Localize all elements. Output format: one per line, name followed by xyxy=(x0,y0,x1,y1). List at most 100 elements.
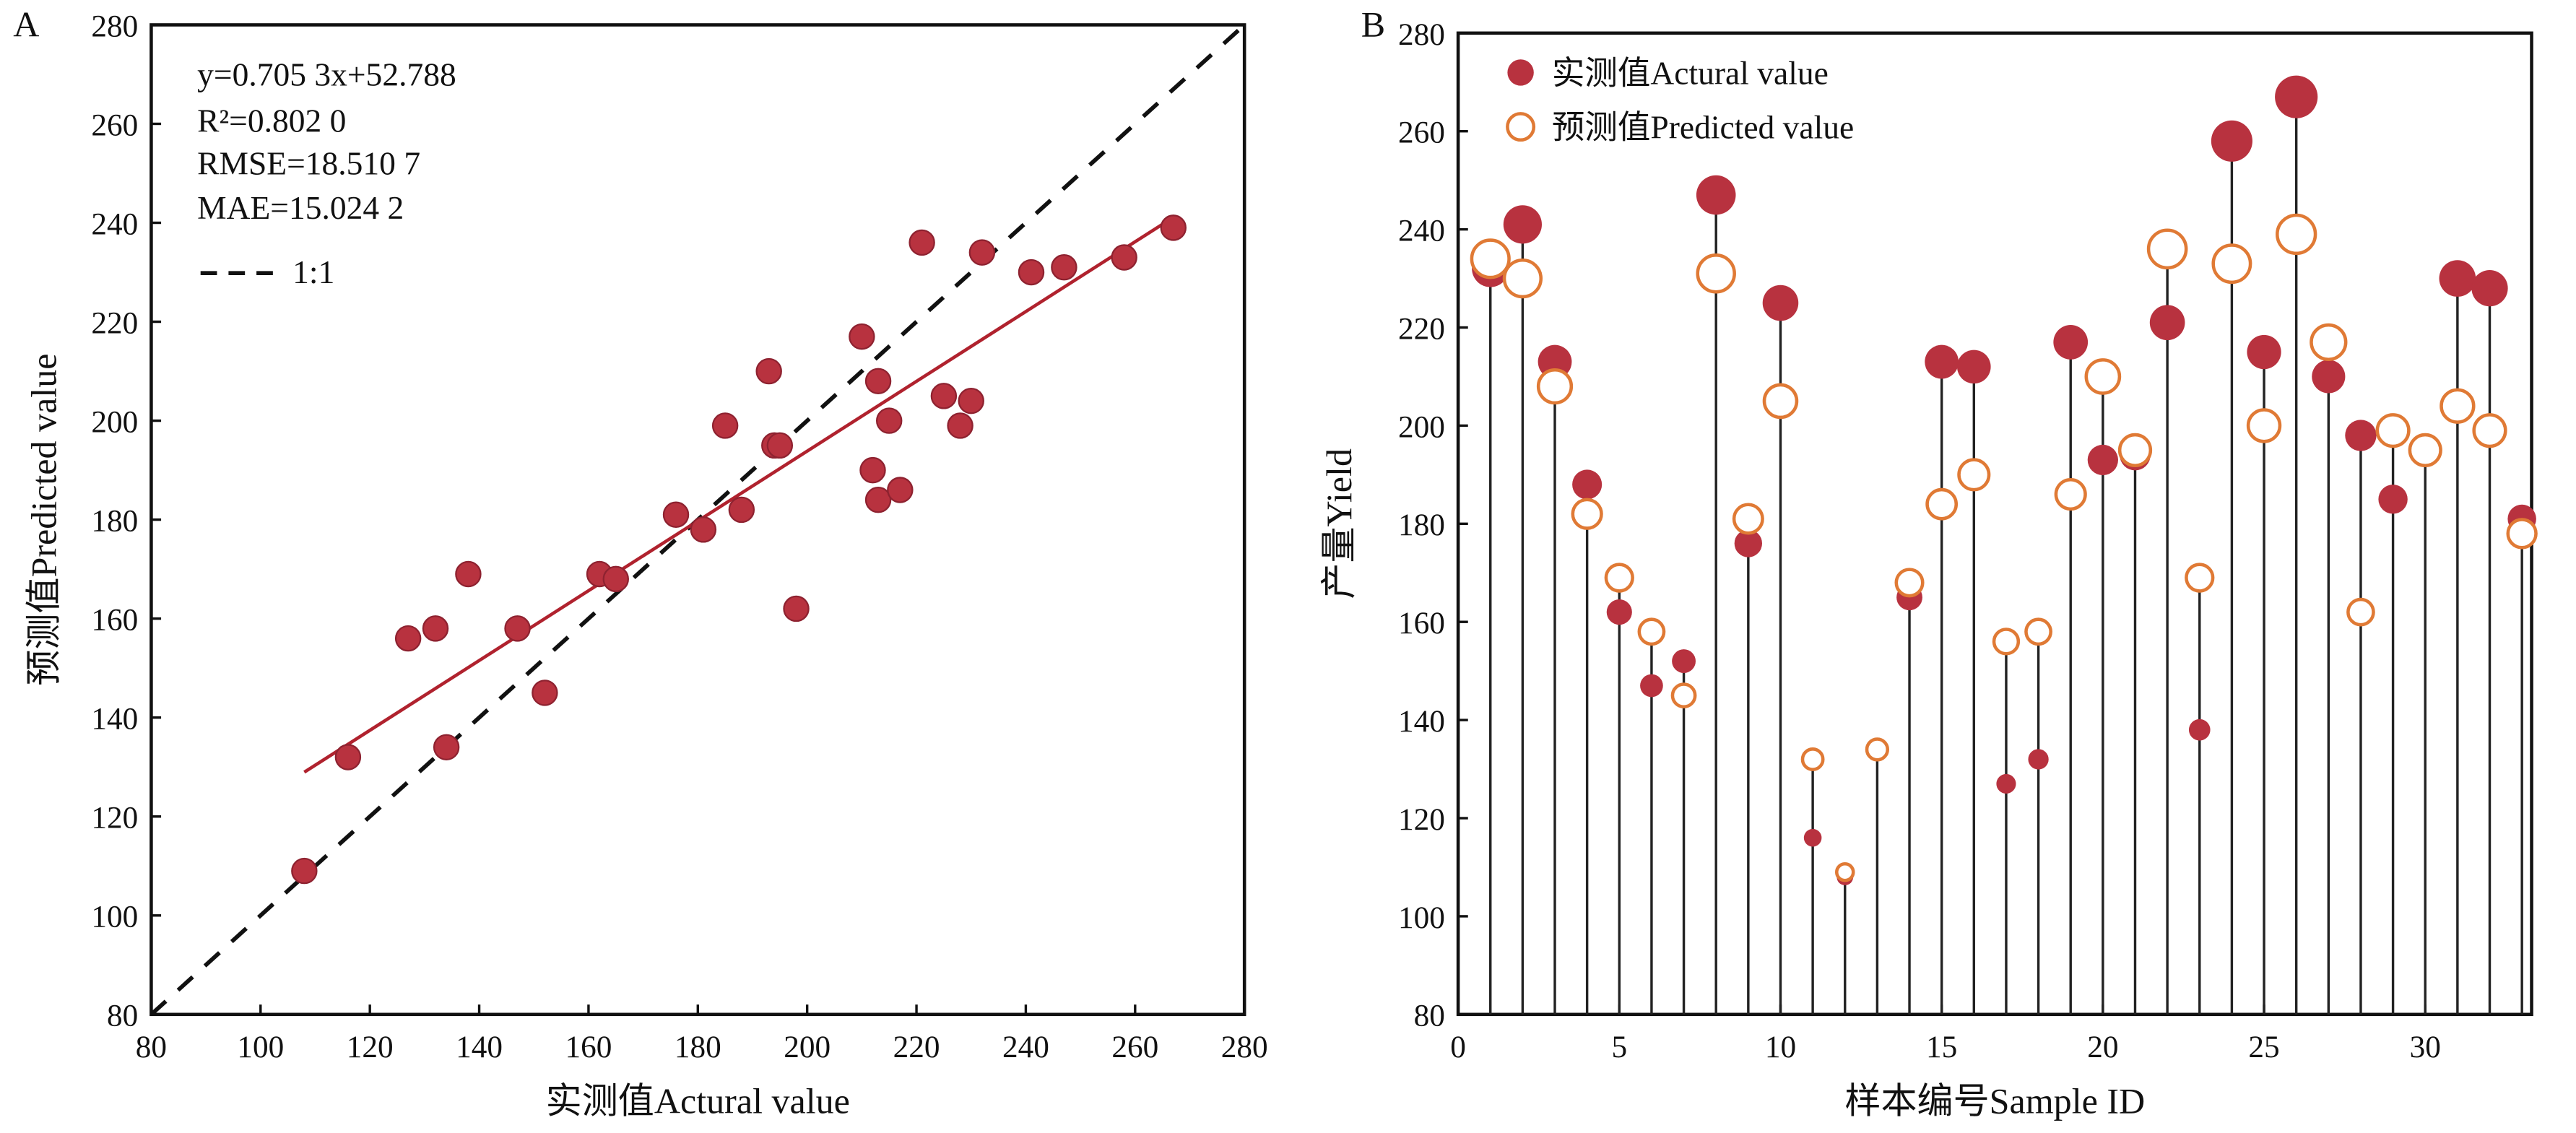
y-tick-label: 120 xyxy=(91,801,138,835)
actual-point xyxy=(2345,420,2377,451)
actual-point xyxy=(2471,270,2508,307)
panel-label-a: A xyxy=(13,4,39,44)
y-tick-label: 180 xyxy=(1398,508,1445,542)
x-tick-label: 10 xyxy=(1765,1030,1796,1064)
data-point xyxy=(783,595,810,622)
y-tick-label: 80 xyxy=(1414,999,1445,1033)
data-point xyxy=(755,357,782,385)
data-point xyxy=(728,496,755,524)
predicted-point xyxy=(1732,503,1764,535)
predicted-point xyxy=(2310,323,2348,362)
data-point xyxy=(864,487,892,513)
actual-point xyxy=(1762,285,1799,321)
stat-annotation: MAE=15.024 2 xyxy=(197,189,404,226)
actual-point xyxy=(2211,120,2252,162)
predicted-point xyxy=(1894,568,1925,598)
predicted-point xyxy=(2276,213,2317,256)
predicted-point xyxy=(1762,383,1799,420)
data-point xyxy=(504,615,531,642)
data-point xyxy=(859,456,886,484)
y-tick-label: 160 xyxy=(1398,606,1445,641)
predicted-point xyxy=(2117,433,2153,468)
predicted-point xyxy=(2346,597,2375,627)
actual-point xyxy=(2149,305,2185,341)
x-tick-label: 280 xyxy=(1221,1030,1268,1064)
predicted-point xyxy=(2408,433,2442,468)
y-tick-label: 260 xyxy=(1398,116,1445,150)
predicted-point xyxy=(2506,518,2538,550)
x-tick-label: 260 xyxy=(1111,1030,1158,1064)
x-tick-label: 20 xyxy=(2087,1030,2118,1064)
y-tick-label: 180 xyxy=(91,504,138,539)
y-axis-title: 预测值Predicted value xyxy=(23,354,64,686)
data-point xyxy=(887,477,914,503)
y-tick-label: 280 xyxy=(1398,17,1445,52)
data-point xyxy=(849,323,875,350)
data-point xyxy=(602,565,629,593)
x-tick-label: 240 xyxy=(1002,1030,1049,1064)
actual-point xyxy=(1925,344,1959,379)
data-point xyxy=(958,387,984,414)
predicted-point xyxy=(2054,477,2087,511)
predicted-point xyxy=(2084,358,2122,395)
x-axis-title: 实测值Actural value xyxy=(546,1080,850,1121)
actual-point xyxy=(2275,75,2318,118)
data-point xyxy=(455,560,482,588)
actual-point xyxy=(1572,469,1603,500)
actual-point xyxy=(2188,719,2211,741)
regression-line xyxy=(303,216,1175,774)
predicted-point xyxy=(2211,243,2252,285)
predicted-point xyxy=(2375,413,2411,448)
predicted-point xyxy=(2024,617,2052,646)
predicted-point xyxy=(1925,487,1959,521)
x-tick-label: 120 xyxy=(347,1030,394,1064)
actual-point xyxy=(1672,649,1696,673)
data-point xyxy=(864,368,892,394)
data-point xyxy=(908,229,935,256)
x-tick-label: 15 xyxy=(1926,1030,1957,1064)
predicted-point xyxy=(2246,408,2282,443)
y-tick-label: 260 xyxy=(91,108,138,142)
data-point xyxy=(1160,214,1187,241)
x-tick-label: 30 xyxy=(2410,1030,2441,1064)
actual-point xyxy=(2028,749,2049,770)
predicted-point xyxy=(1502,258,1543,299)
predicted-point xyxy=(1637,617,1666,646)
predicted-point xyxy=(2472,413,2507,448)
data-point xyxy=(422,615,449,642)
actual-point xyxy=(2312,360,2346,394)
actual-point xyxy=(1503,205,1542,244)
y-tick-label: 80 xyxy=(107,999,138,1033)
stat-annotation: R²=0.802 0 xyxy=(197,102,346,139)
y-tick-label: 120 xyxy=(1398,802,1445,837)
x-tick-label: 160 xyxy=(565,1030,612,1064)
predicted-point xyxy=(1865,737,1890,762)
y-axis-title: 产量Yield xyxy=(1319,448,1359,599)
actual-point xyxy=(1696,175,1736,215)
x-tick-label: 140 xyxy=(456,1030,503,1064)
actual-point xyxy=(1606,599,1632,625)
actual-point xyxy=(2439,260,2476,297)
data-point xyxy=(291,857,318,885)
legend-label: 1:1 xyxy=(292,253,334,290)
predicted-point xyxy=(1604,563,1634,593)
predicted-point xyxy=(1992,628,2021,656)
actual-point xyxy=(1734,529,1763,557)
x-tick-label: 100 xyxy=(237,1030,284,1064)
predicted-point xyxy=(1957,458,1991,492)
y-tick-label: 220 xyxy=(91,305,138,340)
chart-b: 0 5 10 15 20 25 30 80 100 120 140 160 180 200 220 240 26… xyxy=(1319,17,2538,1121)
data-point xyxy=(875,407,903,434)
data-point xyxy=(947,412,973,439)
actual-point xyxy=(2378,485,2408,514)
y-tick-label: 100 xyxy=(91,900,138,934)
legend-predicted-label: 预测值Predicted value xyxy=(1552,109,1854,146)
actual-point xyxy=(2053,325,2089,360)
legend-actual-label: 实测值Actural value xyxy=(1552,54,1829,91)
x-axis-title: 样本编号Sample ID xyxy=(1844,1080,2145,1121)
stat-annotation: RMSE=18.510 7 xyxy=(197,145,420,182)
y-tick-label: 140 xyxy=(1398,704,1445,739)
data-point xyxy=(766,432,794,459)
data-point xyxy=(394,625,422,652)
